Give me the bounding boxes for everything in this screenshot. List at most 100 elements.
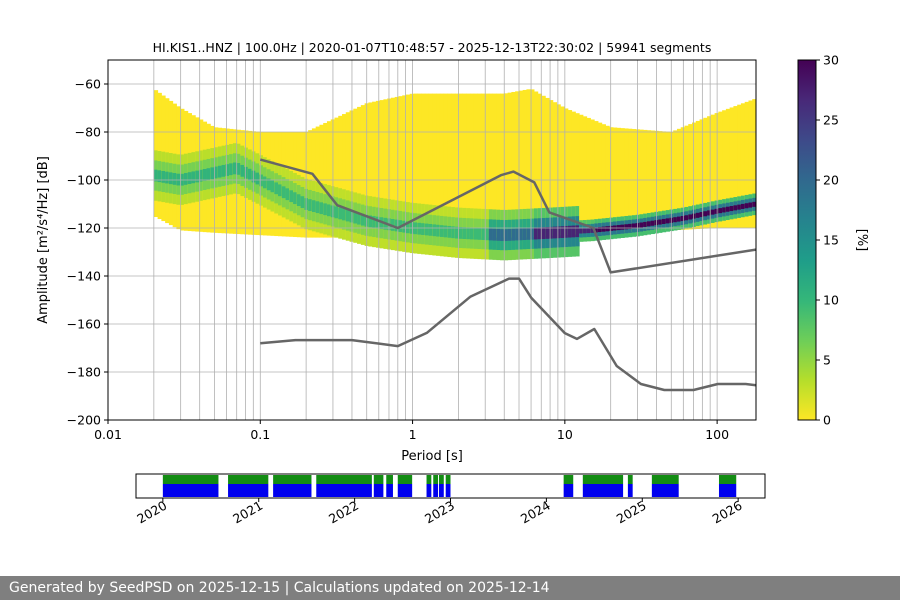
heatmap-extent-column	[402, 95, 407, 238]
heatmap-extent-column	[488, 93, 494, 238]
heatmap-core-column	[511, 228, 516, 241]
heatmap-core-column	[443, 225, 448, 238]
heatmap-core-column	[210, 167, 215, 180]
heatmap-extent-column	[564, 108, 569, 236]
heatmap-extent-column	[447, 93, 452, 238]
heatmap-extent-column	[515, 91, 520, 238]
heatmap-extent-column	[665, 131, 670, 231]
heatmap-extent-column	[707, 116, 712, 229]
heatmap-extent-column	[405, 94, 411, 238]
heatmap-core-column	[281, 186, 287, 199]
heatmap-core-column	[285, 188, 290, 201]
heatmap-core-column	[417, 222, 422, 235]
timeline-data-bar	[651, 484, 679, 497]
heatmap-core-column	[725, 206, 731, 212]
timeline-data-bar	[273, 484, 312, 497]
heatmap-core-column	[530, 227, 535, 240]
heatmap-core-column	[221, 164, 226, 177]
heatmap-extent-column	[342, 114, 347, 238]
heatmap-core-column	[661, 218, 667, 224]
heatmap-core-column	[191, 171, 196, 184]
heatmap-core-column	[183, 173, 189, 185]
heatmap-extent-column	[394, 96, 399, 238]
heatmap-core-column	[560, 226, 565, 238]
heatmap-core-column	[748, 202, 753, 208]
heatmap-core-column	[605, 226, 610, 232]
heatmap-core-column	[643, 221, 648, 227]
heatmap-extent-column	[658, 131, 663, 231]
heatmap-extent-column	[575, 113, 580, 235]
heatmap-extent-column	[368, 102, 373, 238]
colorbar-tick-label: 15	[823, 233, 839, 248]
timeline-data-bar	[373, 484, 384, 497]
heatmap-core-column	[161, 171, 166, 183]
heatmap-extent-column	[485, 93, 490, 238]
heatmap-extent-column	[748, 100, 753, 228]
y-axis: −200 −180 −160 −140 −120 −100 −80 −60	[67, 77, 108, 428]
y-axis-label: Amplitude [m²/s⁴/Hz] [dB]	[36, 156, 51, 324]
heatmap-core-column	[214, 166, 219, 179]
heatmap-extent-column	[353, 108, 358, 238]
x-tick-label: 1	[409, 427, 417, 442]
colorbar-gradient	[797, 59, 817, 421]
heatmap-core-column	[342, 208, 347, 221]
heatmap-core-column	[296, 194, 302, 207]
heatmap-extent-column	[334, 117, 339, 238]
heatmap-extent-column	[518, 90, 524, 238]
heatmap-extent-column	[326, 121, 332, 238]
heatmap-extent-column	[549, 100, 554, 237]
heatmap-extent-column	[605, 125, 610, 233]
heatmap-core-column	[421, 223, 426, 235]
timeline-coverage-bar	[433, 475, 439, 484]
timeline-coverage-bar	[627, 475, 633, 484]
timeline-coverage-bar	[162, 475, 219, 484]
heatmap-core-column	[740, 203, 746, 209]
heatmap-extent-column	[725, 108, 731, 228]
heatmap-extent-column	[496, 93, 501, 238]
heatmap-extent-column	[582, 116, 588, 235]
timeline-year-label: 2021	[230, 498, 265, 527]
heatmap-core-column	[590, 227, 595, 233]
timeline-coverage-bar	[386, 475, 393, 484]
timeline-year-label: 2025	[614, 498, 649, 527]
heatmap-extent-column	[458, 93, 463, 238]
heatmap-core-column	[315, 201, 320, 214]
heatmap-core-column	[345, 209, 351, 222]
heatmap-extent-column	[684, 125, 689, 230]
timeline-coverage-bar	[438, 475, 444, 484]
heatmap-core-column	[676, 216, 682, 222]
timeline-data-bar	[162, 484, 219, 497]
heatmap-core-column	[439, 225, 445, 237]
heatmap-core-column	[673, 217, 678, 223]
heatmap-extent-column	[545, 97, 550, 237]
heatmap-core-column	[432, 224, 437, 237]
heatmap-core-column	[695, 212, 701, 218]
timeline-data-bar	[228, 484, 269, 497]
heatmap-core-column	[266, 178, 272, 191]
heatmap-core-column	[582, 228, 588, 234]
psd-plot-area: 0.01 0.1 1 10 100 −200 −180 −160 −140 −120 −100 −8…	[67, 59, 757, 442]
heatmap-extent-column	[639, 129, 644, 232]
heatmap-extent-column	[357, 106, 362, 238]
heatmap-extent-column	[477, 93, 482, 238]
heatmap-extent-column	[409, 93, 415, 238]
timeline-coverage-bar	[228, 475, 269, 484]
heatmap-core-column	[424, 223, 430, 236]
heatmap-core-column	[458, 227, 463, 239]
heatmap-extent-column	[695, 120, 701, 230]
heatmap-core-column	[703, 211, 708, 217]
heatmap-extent-column	[699, 119, 704, 229]
heatmap-extent-column	[733, 106, 738, 228]
noise-model-curves	[259, 158, 756, 392]
heatmap-core-column	[247, 168, 253, 181]
heatmap-core-column	[567, 225, 573, 238]
heatmap-core-column	[236, 163, 241, 175]
heatmap-core-column	[278, 184, 283, 197]
timeline-year-label: 2023	[422, 498, 457, 527]
heatmap-core-column	[492, 228, 497, 241]
heatmap-extent-column	[421, 93, 426, 238]
heatmap-core-column	[515, 228, 520, 241]
heatmap-core-column	[195, 170, 200, 183]
heatmap-extent-column	[646, 130, 652, 232]
heatmap-extent-column	[692, 122, 697, 230]
